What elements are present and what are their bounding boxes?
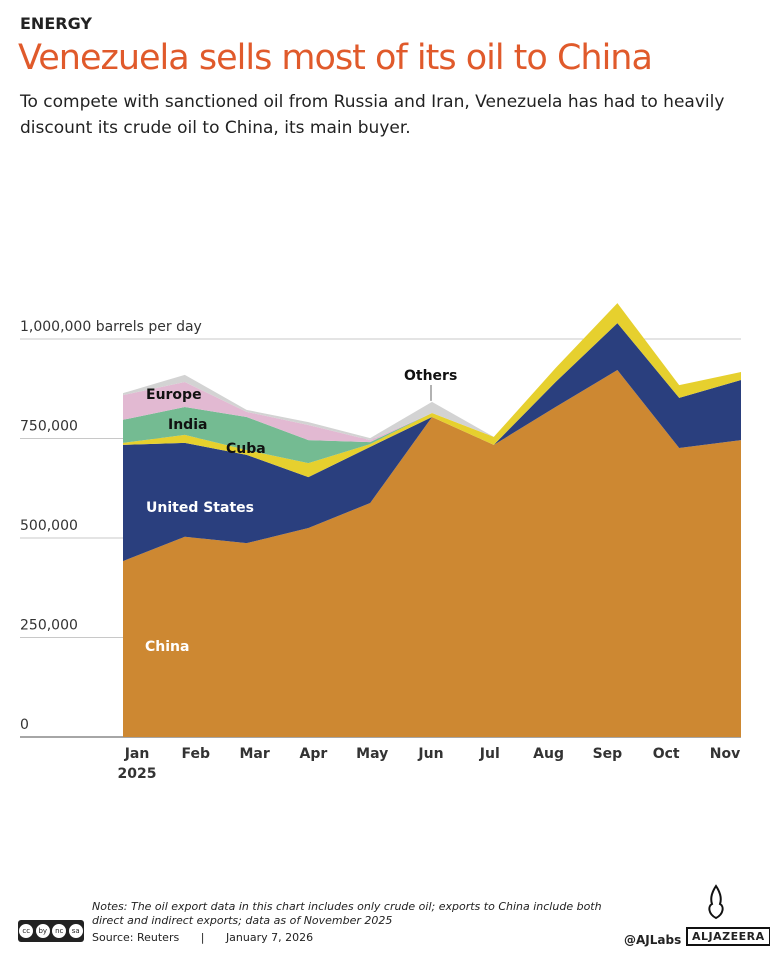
series-label: Others xyxy=(404,368,457,384)
series-label: China xyxy=(145,639,189,655)
area-cuba xyxy=(123,303,741,478)
series-label: Cuba xyxy=(226,441,266,457)
x-tick-label: Sep xyxy=(593,746,623,762)
y-tick-label: 250,000 xyxy=(20,618,78,634)
x-tick-label: Apr xyxy=(300,746,328,762)
y-tick-label: 0 xyxy=(20,717,29,733)
x-tick-label: Feb xyxy=(182,746,211,762)
stacked-area-chart: 0 250,000 500,000 750,000 1,000,000 barrels … xyxy=(20,303,741,782)
separator: | xyxy=(200,931,205,944)
series-label: Europe xyxy=(146,387,202,403)
area-others xyxy=(123,303,741,441)
notes: Notes: The oil export data in this chart… xyxy=(92,900,602,927)
creative-commons-license-icon: cc by nc sa xyxy=(18,920,84,942)
y-tick-label: 500,000 xyxy=(20,518,78,534)
source: Source: Reuters xyxy=(92,931,180,944)
kicker: ENERGY xyxy=(20,14,92,33)
y-tick-label: 1,000,000 barrels per day xyxy=(20,319,202,335)
x-tick-label: Jul xyxy=(479,746,500,762)
source-line: Source: Reuters | January 7, 2026 xyxy=(92,931,331,944)
area-china xyxy=(123,370,741,737)
x-tick-label: Jun xyxy=(417,746,443,762)
series-label: United States xyxy=(146,500,254,516)
x-tick-label: Oct xyxy=(653,746,680,762)
x-tick-label: May xyxy=(356,746,388,762)
x-tick-label: Jan xyxy=(124,746,150,762)
chart-subtitle: To compete with sanctioned oil from Russ… xyxy=(20,92,725,138)
x-tick-label: Nov xyxy=(710,746,740,762)
chart-title: Venezuela sells most of its oil to China xyxy=(18,38,653,78)
year-label: 2025 xyxy=(118,766,157,782)
date: January 7, 2026 xyxy=(225,931,314,944)
y-tick-label: 750,000 xyxy=(20,419,78,435)
area-united-states xyxy=(123,323,741,562)
aljazeera-emblem-icon xyxy=(708,884,724,920)
x-tick-label: Mar xyxy=(239,746,269,762)
x-tick-label: Aug xyxy=(533,746,564,762)
handle: @AJLabs xyxy=(624,933,682,947)
series-label: India xyxy=(168,417,207,433)
aljazeera-logo: ALJAZEERA xyxy=(686,927,770,946)
